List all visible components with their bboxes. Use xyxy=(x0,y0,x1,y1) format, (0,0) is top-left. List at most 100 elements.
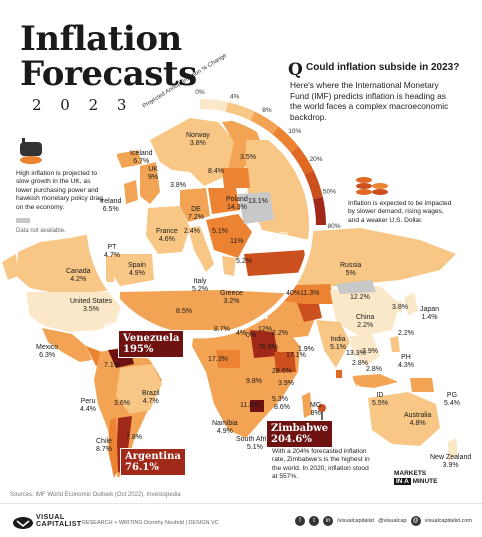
country-label-japan: Japan 1.4% xyxy=(420,306,439,322)
srilanka-shape xyxy=(336,370,342,378)
country-name: ID xyxy=(376,392,384,399)
country-value: 5.5% xyxy=(372,400,388,407)
country-name: MG xyxy=(310,402,322,409)
uk-note: High inflation is projected to slow grow… xyxy=(16,170,103,211)
page-title: Inflation Forecasts xyxy=(20,19,197,94)
footer-divider xyxy=(0,503,482,504)
region-value-label: 3.9% xyxy=(362,348,378,355)
japan-shape xyxy=(404,292,418,316)
country-value: 7.2% xyxy=(188,214,204,221)
region-value-label: 17.1% xyxy=(286,352,306,359)
twitter-icon[interactable]: t xyxy=(309,516,320,526)
country-name: TR xyxy=(279,232,289,239)
handle-visualcap[interactable]: @visualcap xyxy=(378,518,407,524)
country-label-italy: Italy 5.2% xyxy=(192,278,208,294)
region-value-label: 9.8% xyxy=(246,378,262,385)
uk-bathtub-icon xyxy=(20,138,42,164)
legend-swatch xyxy=(200,99,229,112)
no-data-label: Data not available. xyxy=(16,228,66,234)
inset-portugal-shape xyxy=(106,256,114,282)
inset-poland-shape xyxy=(208,188,240,214)
region-value-label: 4% xyxy=(236,330,247,337)
inset-ukraine-shape xyxy=(238,192,274,224)
country-label-poland: Poland 14.3% xyxy=(226,196,248,212)
country-label-iceland: Iceland 6.7% xyxy=(130,150,153,166)
legend-tick-label: 0% xyxy=(195,89,205,96)
legend-swatch xyxy=(313,196,326,225)
country-value: 2.2% xyxy=(357,322,374,329)
country-name: PG xyxy=(446,392,458,399)
country-name: Greece xyxy=(220,290,243,297)
country-label-australia: Australia 4.8% xyxy=(404,412,431,428)
country-name: Japan xyxy=(420,306,440,313)
country-label-pt: PT 4.7% xyxy=(104,244,120,260)
country-value: 5.4% xyxy=(444,400,460,407)
region-value-label: 2.2% xyxy=(398,330,414,337)
credits-text: RESEARCH + WRITING Dorothy Neufeld | DES… xyxy=(82,520,219,526)
se-asia-shape xyxy=(350,334,380,366)
region-value-label: 12% xyxy=(258,326,273,333)
inset-scandinavia-shape xyxy=(150,118,236,186)
new-zealand-shape xyxy=(448,438,458,462)
no-data-swatch xyxy=(16,218,30,223)
country-name: Mexico xyxy=(36,344,59,351)
region-value-label: 11.3% xyxy=(300,290,320,297)
country-value: 4.8% xyxy=(409,420,426,427)
intro-text: Here's where the International Monetary … xyxy=(290,80,449,122)
country-value: 29.5% xyxy=(340,384,360,391)
chile-shape xyxy=(108,418,118,478)
inset-greece-shape xyxy=(222,256,236,276)
country-label-chile: Chile 8.7% xyxy=(96,438,112,454)
handle-visualcapitalist[interactable]: /visualcapitalist xyxy=(337,518,375,524)
country-value: 1.4% xyxy=(421,314,438,321)
australia-shape xyxy=(368,392,440,446)
facebook-icon[interactable]: f xyxy=(295,516,306,526)
region-value-label: 2.8% xyxy=(352,360,368,367)
country-value: 6.3% xyxy=(39,352,56,359)
legend-swatch xyxy=(272,126,299,153)
country-label-de: DE 7.2% xyxy=(188,206,204,222)
legend-tick-label: 50% xyxy=(323,188,336,195)
region-value-label: 40% xyxy=(286,290,301,297)
question-mark-label: Q xyxy=(288,60,303,80)
web-icon[interactable]: @ xyxy=(410,516,421,526)
legend-swatch xyxy=(304,170,323,200)
country-label-spain: Spain 4.9% xyxy=(128,262,146,278)
country-label-greece: Greece 3.2% xyxy=(220,290,243,306)
legend-tick-label: 4% xyxy=(230,94,240,101)
region-value-label: 3.6% xyxy=(114,400,130,407)
region-value-label: 7.1% xyxy=(104,362,120,369)
region-value-label: 5.2% xyxy=(236,258,252,265)
country-name: New Zealand xyxy=(430,454,472,461)
inset-germany-shape xyxy=(180,188,210,222)
country-name: Norway xyxy=(186,132,210,139)
zimbabwe-note: With a 204% forecasted inflation rate, Z… xyxy=(272,448,370,481)
country-label-brazil: Brazil 4.7% xyxy=(142,390,160,406)
coins-icon xyxy=(356,177,388,195)
korea-shape xyxy=(396,300,402,312)
region-value-label: 3.9% xyxy=(278,380,294,387)
iran-shape xyxy=(296,300,322,322)
country-value: 5% xyxy=(345,270,356,277)
madagascar-shape xyxy=(302,392,312,418)
country-value: 4.2% xyxy=(70,276,87,283)
country-label-ht: HT 21.2% xyxy=(98,322,118,338)
country-label-peru: Peru 4.4% xyxy=(80,398,96,414)
country-value: 8.7% xyxy=(96,446,112,453)
nigeria-shape xyxy=(216,350,240,368)
region-value-label: 76.9% xyxy=(258,344,278,351)
country-name: Namibia xyxy=(212,420,238,427)
region-value-label: 2.8% xyxy=(366,366,382,373)
country-value: 4.7% xyxy=(142,398,159,405)
linkedin-icon[interactable]: in xyxy=(323,516,334,526)
legend-swatch xyxy=(225,102,255,121)
country-value: 6.5% xyxy=(102,206,119,213)
country-value: 5.1% xyxy=(330,344,346,351)
country-value: 51.2% xyxy=(274,240,294,247)
russia-note: Inflation is expected to be impacted by … xyxy=(348,200,452,224)
region-value-label: 2.2% xyxy=(272,330,288,337)
website-link[interactable]: visualcapitalist.com xyxy=(424,518,472,524)
country-label-india: India 5.1% xyxy=(330,336,346,352)
country-name: Australia xyxy=(404,412,432,419)
